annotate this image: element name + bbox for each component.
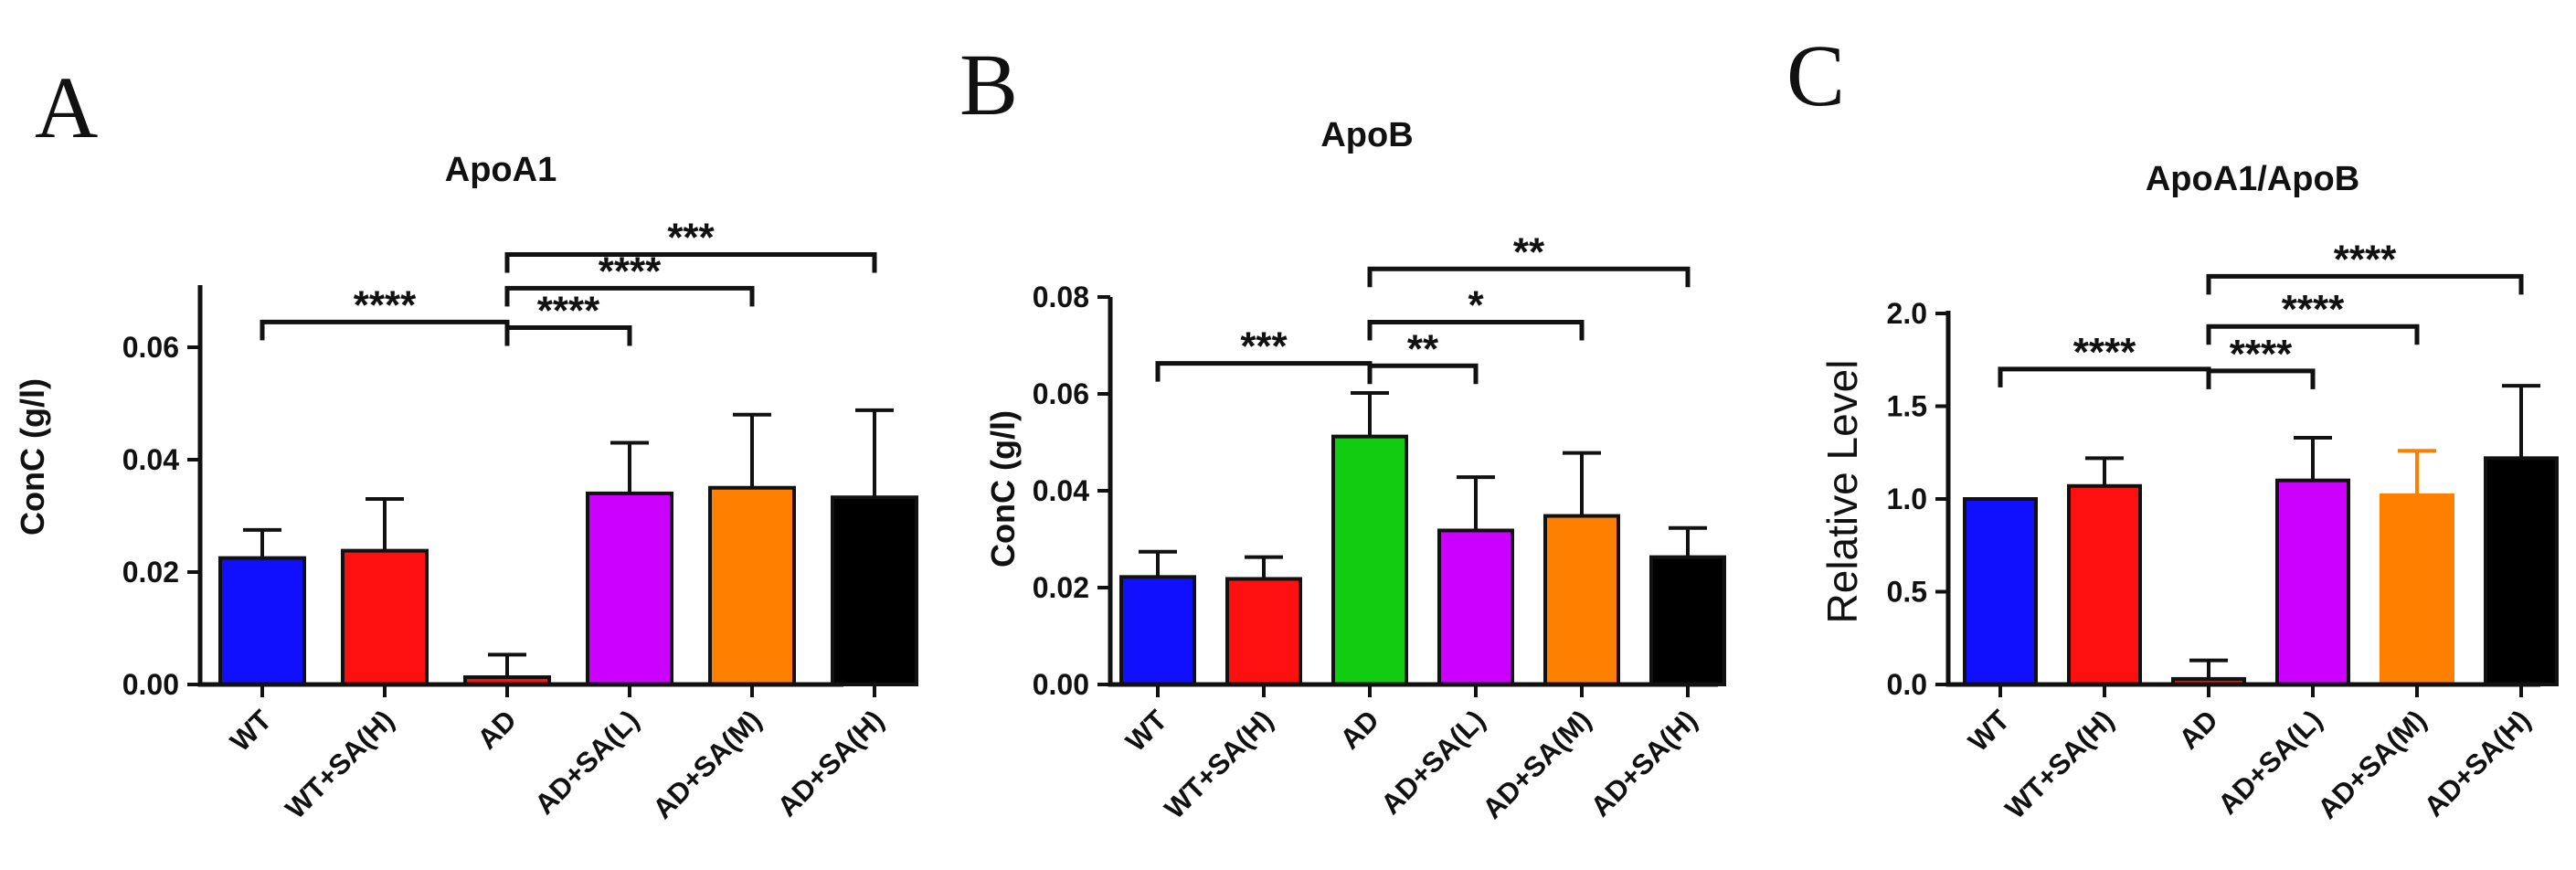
panel-letter-c: C (1786, 27, 1845, 124)
significance-label: *** (1240, 324, 1288, 369)
bar-ad (1331, 434, 1408, 686)
significance-bracket (1367, 266, 1691, 288)
y-tick-label: 2.0 (1887, 297, 1927, 330)
error-bars-c (2085, 384, 2540, 679)
significance-bracket (2206, 273, 2524, 295)
y-axis-label-b: ConC (g/l) (984, 410, 1022, 568)
significance-bracket (1367, 320, 1585, 341)
significance-b: *** ***** (1155, 229, 1691, 385)
y-tick-label: 0.04 (1033, 474, 1089, 507)
x-tick-label: WT+SA(H) (1998, 704, 2120, 825)
x-tick-label: WT (1962, 704, 2016, 758)
chart-title-c: ApoA1/ApoB (2146, 160, 2359, 198)
bars-a (218, 485, 918, 687)
significance-label: *** (667, 216, 715, 260)
y-tick-label: 0.04 (122, 443, 179, 476)
bar-wt (1963, 497, 2038, 686)
bar-wt-sa-h- (341, 548, 429, 686)
y-ticks-a: 0.00 0.02 0.04 0.06 (122, 331, 200, 701)
bars-b (1119, 434, 1726, 687)
y-tick-label: 0.08 (1033, 281, 1089, 313)
y-tick-label: 0.0 (1887, 668, 1927, 701)
significance-a: **** *********** (260, 216, 877, 346)
significance-label: * (1468, 283, 1484, 328)
bar-ad-sa-h- (2484, 456, 2559, 686)
panel-a: A ApoA1 ConC (g/l) **** *********** 0.000… (14, 58, 918, 825)
x-tick-label: AD (472, 704, 523, 755)
y-tick-label: 0.00 (122, 668, 179, 701)
significance-bracket (504, 324, 632, 346)
y-axis-label-c: Relative Level (1818, 360, 1866, 624)
panel-letter-a: A (35, 58, 98, 156)
x-ticks-a: WT WT+SA(H) AD AD+SA(L) AD+SA(M) AD+SA(H) (224, 684, 890, 825)
bar-wt-sa-h- (2067, 483, 2142, 686)
x-tick-label: WT (1119, 704, 1173, 758)
x-tick-label: AD+SA(M) (2311, 704, 2433, 825)
chart-title-b: ApoB (1320, 116, 1413, 154)
y-tick-label: 0.00 (1033, 668, 1089, 701)
x-tick-label: AD+SA(H) (2418, 704, 2537, 822)
bar-ad-sa-h- (1649, 555, 1726, 686)
x-tick-label: AD+SA(M) (1476, 704, 1597, 825)
significance-label: ** (1513, 229, 1545, 274)
x-tick-label: AD+SA(H) (1585, 704, 1703, 822)
y-ticks-b: 0.00 0.02 0.04 0.06 0.08 (1033, 281, 1110, 701)
error-bars-a (243, 408, 894, 678)
bar-ad-sa-m- (708, 485, 796, 686)
x-tick-label: WT (224, 704, 278, 758)
bar-ad-sa-m- (2380, 493, 2454, 686)
bar-wt (218, 556, 306, 686)
chart-title-a: ApoA1 (445, 151, 557, 189)
bar-wt (1119, 575, 1196, 687)
y-axis-label-a: ConC (g/l) (14, 378, 51, 536)
y-tick-label: 0.5 (1887, 576, 1927, 609)
panel-b: B ApoB ConC (g/l) *** ***** 0.000.020.040… (959, 36, 1726, 825)
significance-label: **** (2073, 330, 2136, 375)
y-tick-label: 1.5 (1887, 390, 1927, 423)
error-bars-b (1139, 390, 1707, 579)
x-tick-label: AD+SA(H) (771, 704, 890, 822)
y-tick-label: 0.06 (122, 331, 179, 364)
x-tick-label: WT+SA(H) (1158, 704, 1279, 825)
x-tick-label: WT+SA(H) (279, 704, 400, 825)
y-tick-label: 0.02 (1033, 571, 1089, 604)
significance-label: **** (2230, 332, 2293, 377)
significance-label: **** (354, 282, 417, 327)
y-ticks-c: 0.0 0.5 1.0 1.5 2.0 (1887, 297, 1948, 701)
significance-label: **** (2282, 287, 2345, 332)
significance-label: **** (2334, 237, 2397, 281)
y-tick-label: 0.06 (1033, 377, 1089, 410)
bar-ad-sa-h- (831, 495, 918, 687)
significance-c: **** ************ (1998, 237, 2524, 389)
bar-ad-sa-l- (1437, 528, 1514, 687)
y-tick-label: 0.02 (122, 556, 179, 589)
y-tick-label: 1.0 (1887, 483, 1927, 515)
bar-wt-sa-h- (1225, 577, 1302, 687)
bar-ad-sa-l- (586, 491, 673, 687)
significance-label: ** (1407, 326, 1439, 371)
bar-ad-sa-m- (1543, 514, 1620, 686)
significance-bracket (504, 252, 877, 273)
panel-letter-b: B (959, 36, 1018, 133)
x-tick-label: AD+SA(L) (528, 704, 645, 821)
x-tick-label: AD+SA(L) (1374, 704, 1491, 821)
panel-c: C ApoA1/ApoB Relative Level **** ********… (1786, 27, 2559, 825)
significance-bracket (504, 285, 755, 307)
bar-ad-sa-l- (2275, 478, 2350, 687)
significance-bracket (2206, 368, 2316, 389)
x-tick-label: AD (2173, 704, 2224, 755)
significance-bracket (1367, 363, 1479, 385)
x-tick-label: AD (1334, 704, 1385, 755)
x-tick-label: AD+SA(M) (646, 704, 768, 825)
significance-bracket (2206, 324, 2420, 345)
bars-c (1963, 456, 2559, 687)
significance-label: **** (537, 288, 600, 333)
